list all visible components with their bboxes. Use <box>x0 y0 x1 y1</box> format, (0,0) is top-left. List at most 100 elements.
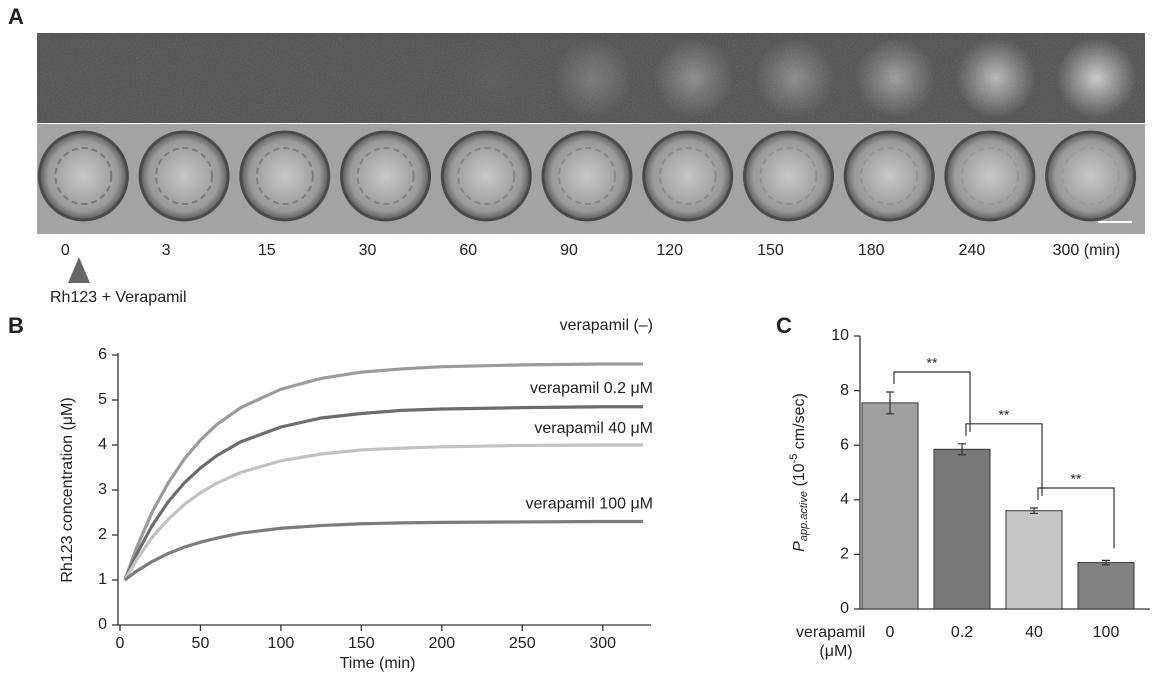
y-tick-label: 2 <box>840 546 849 563</box>
x-tick-label: 0 <box>116 635 125 652</box>
fluorescence-glow <box>955 38 1036 118</box>
x-tick-label: 50 <box>192 635 210 652</box>
series-line <box>123 519 643 582</box>
bar <box>1005 510 1063 610</box>
panel-label: B <box>8 313 24 338</box>
cell-nucleus <box>54 147 113 205</box>
x-tick-label: 40 <box>1025 624 1043 641</box>
significance-label: ** <box>927 355 938 371</box>
significance-label: ** <box>1071 471 1082 487</box>
significance-bracket <box>965 423 1043 496</box>
series-label: verapamil 40 μM <box>534 420 653 437</box>
cell-nucleus <box>255 147 314 205</box>
time-label: 180 <box>858 242 885 259</box>
time-label: 300 (min) <box>1053 242 1121 259</box>
y-tick-label: 0 <box>98 616 107 633</box>
significance-label: ** <box>999 407 1010 423</box>
error-bar <box>886 391 894 415</box>
cell-nucleus <box>356 147 415 205</box>
cell-nucleus <box>960 147 1019 205</box>
cell-nucleus <box>658 147 717 205</box>
time-label: 15 <box>258 242 276 259</box>
cell <box>843 130 935 222</box>
y-tick-label: 5 <box>98 391 107 408</box>
cell <box>1045 130 1137 222</box>
y-tick-label: 4 <box>840 491 849 508</box>
cell <box>138 130 230 222</box>
fluorescence-glow <box>1056 38 1137 118</box>
x-tick-label: 0 <box>886 624 895 641</box>
fluorescence-glow <box>855 38 936 118</box>
fluorescence-glow <box>653 38 734 118</box>
y-tick-label: 6 <box>840 436 849 453</box>
series-label: verapamil 100 μM <box>526 496 654 513</box>
x-axis-label: verapamil <box>796 624 865 641</box>
y-axis-label-part: P <box>791 541 808 552</box>
time-label: 240 <box>959 242 986 259</box>
y-tick-label: 6 <box>98 346 107 363</box>
time-label: 60 <box>459 242 477 259</box>
series-line <box>123 362 643 581</box>
y-tick-label: 3 <box>98 481 107 498</box>
panel-label: C <box>776 313 792 338</box>
cell-nucleus <box>457 147 516 205</box>
y-tick-label: 0 <box>840 600 849 617</box>
x-tick-label: 100 <box>1093 624 1120 641</box>
error-bar <box>1102 559 1110 566</box>
addition-arrow <box>68 257 90 283</box>
x-tick-label: 300 <box>589 635 616 652</box>
cell <box>944 130 1036 222</box>
cell-nucleus <box>558 147 616 205</box>
cell <box>239 130 331 222</box>
time-label: 3 <box>162 242 171 259</box>
x-axis-label: Time (min) <box>340 655 416 672</box>
bar <box>933 448 991 610</box>
cell-nucleus <box>155 147 214 205</box>
y-tick-label: 8 <box>840 382 849 399</box>
panel-label: A <box>8 4 24 29</box>
cell <box>541 130 633 222</box>
cell <box>742 130 834 222</box>
x-tick-label: 250 <box>509 635 536 652</box>
y-axis-label-part: -5 <box>788 454 800 464</box>
cell <box>642 130 734 222</box>
y-tick-label: 1 <box>98 571 107 588</box>
series-line <box>123 405 643 581</box>
bar <box>861 402 919 610</box>
y-axis-label-part: app.active <box>798 491 810 541</box>
cell-nucleus <box>860 147 919 205</box>
x-tick-label: 150 <box>348 635 375 652</box>
cell <box>340 130 432 222</box>
y-axis-label: Rh123 concentration (μM) <box>59 397 76 582</box>
y-tick-label: 10 <box>831 327 849 344</box>
time-label: 30 <box>359 242 377 259</box>
x-tick-label: 0.2 <box>951 624 973 641</box>
y-tick-label: 4 <box>98 436 107 453</box>
cell <box>440 130 532 222</box>
cell-nucleus <box>759 147 818 205</box>
time-label: 120 <box>656 242 683 259</box>
bar <box>1077 562 1135 610</box>
series-label: verapamil (–) <box>560 317 653 334</box>
y-axis-label-part: cm/sec) <box>791 393 808 453</box>
significance-bracket <box>1037 487 1115 549</box>
error-bar <box>958 443 966 456</box>
fluorescence-glow <box>754 38 835 118</box>
series-line <box>123 443 643 581</box>
fluorescence-glow <box>553 38 633 118</box>
fluorescence-glow <box>452 38 533 118</box>
significance-bracket <box>893 371 971 432</box>
x-axis-label: (μM) <box>819 643 852 660</box>
y-tick-label: 2 <box>98 526 107 543</box>
y-axis-label-part: (10 <box>791 463 808 491</box>
error-bar <box>1030 507 1038 515</box>
series-label: verapamil 0.2 μM <box>530 380 653 397</box>
annotation: Rh123 + Verapamil <box>50 289 187 306</box>
x-tick-label: 100 <box>268 635 295 652</box>
x-tick-label: 200 <box>428 635 455 652</box>
time-label: 0 <box>61 242 70 259</box>
y-axis-label: Papp.active (10-5 cm/sec) <box>788 393 810 552</box>
time-label: 150 <box>757 242 784 259</box>
time-label: 90 <box>560 242 578 259</box>
